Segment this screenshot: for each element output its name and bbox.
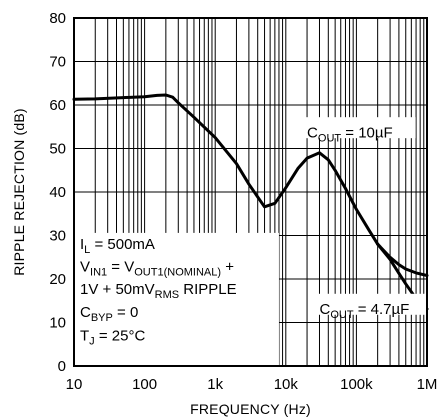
condition-line: 1V + 50mVRMS RIPPLE <box>80 281 237 301</box>
x-tick-label: 10k <box>274 376 299 393</box>
y-axis-label: RIPPLE REJECTION (dB) <box>11 108 27 276</box>
plot-frame <box>73 17 428 367</box>
series-label: COUT = 4.7µF <box>319 301 409 321</box>
y-tick-label: 70 <box>49 54 66 71</box>
y-tick-label: 20 <box>49 271 66 288</box>
conditions-background <box>74 232 279 366</box>
y-tick-label: 60 <box>49 97 66 114</box>
y-tick-label: 0 <box>58 358 66 375</box>
series-label-background <box>304 117 416 139</box>
conditions-box: IL = 500mA VIN1 = VOUT1(NOMINAL) +1V + 50… <box>74 232 279 366</box>
shared-ripple-curve <box>72 93 380 246</box>
condition-line: TJ = 25°C <box>80 327 145 347</box>
x-tick-label: 1M <box>417 376 438 393</box>
y-tick-label: 50 <box>49 141 66 158</box>
x-tick-label: 10 <box>66 376 83 393</box>
series-line-cout-10uf <box>376 242 429 277</box>
y-tick-label: 80 <box>49 10 66 27</box>
y-tick-label: 40 <box>49 184 66 201</box>
series-label-background <box>316 293 428 315</box>
x-axis-label: FREQUENCY (Hz) <box>190 401 311 417</box>
condition-line: IL = 500mA <box>80 236 155 256</box>
series-labels: COUT = 10µF COUT = 4.7µF <box>304 117 428 321</box>
x-tick-label: 100 <box>132 376 157 393</box>
condition-line: CBYP = 0 <box>80 304 138 324</box>
x-tick-label: 1k <box>207 376 223 393</box>
y-tick-label: 10 <box>49 315 66 332</box>
y-tick-label: 30 <box>49 228 66 245</box>
series-label: COUT = 10µF <box>307 125 393 145</box>
x-tick-label: 100k <box>340 376 373 393</box>
condition-line: VIN1 = VOUT1(NOMINAL) + <box>80 259 234 279</box>
